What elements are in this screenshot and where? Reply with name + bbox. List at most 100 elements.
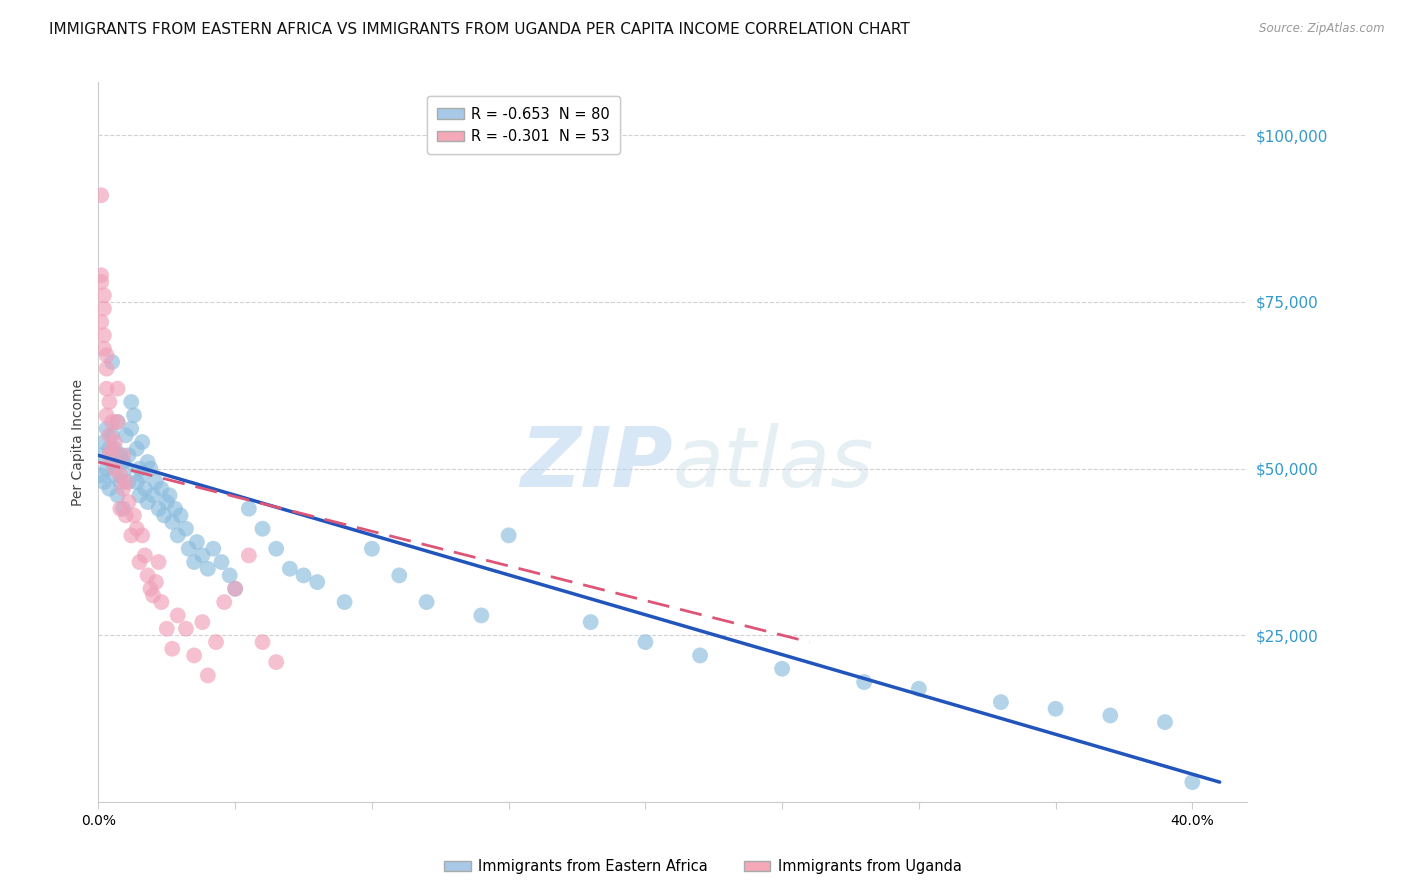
Point bbox=[388, 568, 411, 582]
Point bbox=[159, 488, 181, 502]
Point bbox=[148, 555, 170, 569]
Point bbox=[307, 575, 329, 590]
Point bbox=[174, 522, 197, 536]
Point bbox=[90, 188, 112, 202]
Point bbox=[156, 495, 179, 509]
Point bbox=[114, 428, 136, 442]
Point bbox=[90, 448, 112, 462]
Point bbox=[770, 662, 793, 676]
Point bbox=[93, 475, 115, 489]
Text: ZIP: ZIP bbox=[520, 423, 672, 504]
Point bbox=[131, 468, 153, 483]
Point bbox=[252, 522, 274, 536]
Point bbox=[128, 555, 150, 569]
Point bbox=[96, 348, 118, 362]
Point bbox=[145, 575, 167, 590]
Point bbox=[142, 488, 165, 502]
Point bbox=[163, 501, 186, 516]
Point bbox=[134, 482, 156, 496]
Legend: Immigrants from Eastern Africa, Immigrants from Uganda: Immigrants from Eastern Africa, Immigran… bbox=[439, 854, 967, 880]
Point bbox=[166, 528, 188, 542]
Point bbox=[1099, 708, 1122, 723]
Point bbox=[114, 475, 136, 489]
Point bbox=[110, 448, 132, 462]
Point bbox=[183, 555, 205, 569]
Point bbox=[153, 508, 176, 523]
Point bbox=[145, 475, 167, 489]
Point bbox=[110, 468, 132, 483]
Text: IMMIGRANTS FROM EASTERN AFRICA VS IMMIGRANTS FROM UGANDA PER CAPITA INCOME CORRE: IMMIGRANTS FROM EASTERN AFRICA VS IMMIGR… bbox=[49, 22, 910, 37]
Point bbox=[634, 635, 657, 649]
Point bbox=[104, 442, 127, 456]
Point bbox=[120, 528, 142, 542]
Point bbox=[197, 668, 219, 682]
Point bbox=[1045, 702, 1067, 716]
Point bbox=[101, 355, 124, 369]
Y-axis label: Per Capita Income: Per Capita Income bbox=[72, 378, 86, 506]
Point bbox=[96, 409, 118, 423]
Point bbox=[238, 501, 260, 516]
Legend: R = -0.653  N = 80, R = -0.301  N = 53: R = -0.653 N = 80, R = -0.301 N = 53 bbox=[427, 96, 620, 154]
Text: atlas: atlas bbox=[672, 423, 875, 504]
Point bbox=[238, 549, 260, 563]
Point bbox=[104, 461, 127, 475]
Point bbox=[117, 448, 139, 462]
Point bbox=[197, 562, 219, 576]
Point bbox=[224, 582, 246, 596]
Point bbox=[156, 622, 179, 636]
Point bbox=[101, 455, 124, 469]
Point bbox=[205, 635, 228, 649]
Point bbox=[689, 648, 711, 663]
Point bbox=[107, 382, 129, 396]
Point bbox=[93, 288, 115, 302]
Point bbox=[139, 461, 162, 475]
Point bbox=[93, 342, 115, 356]
Point bbox=[93, 328, 115, 343]
Point bbox=[120, 422, 142, 436]
Point bbox=[264, 655, 287, 669]
Point bbox=[470, 608, 492, 623]
Point bbox=[212, 595, 235, 609]
Point bbox=[292, 568, 315, 582]
Point bbox=[98, 448, 121, 462]
Point bbox=[101, 442, 124, 456]
Point bbox=[183, 648, 205, 663]
Point bbox=[150, 595, 173, 609]
Point bbox=[112, 482, 135, 496]
Point bbox=[131, 435, 153, 450]
Point bbox=[136, 455, 159, 469]
Point bbox=[107, 488, 129, 502]
Point bbox=[101, 428, 124, 442]
Point bbox=[224, 582, 246, 596]
Point bbox=[191, 549, 214, 563]
Text: Source: ZipAtlas.com: Source: ZipAtlas.com bbox=[1260, 22, 1385, 36]
Point bbox=[96, 461, 118, 475]
Point bbox=[96, 382, 118, 396]
Point bbox=[908, 681, 931, 696]
Point bbox=[177, 541, 200, 556]
Point bbox=[162, 641, 184, 656]
Point bbox=[186, 535, 208, 549]
Point bbox=[122, 508, 145, 523]
Point bbox=[162, 515, 184, 529]
Point bbox=[218, 568, 240, 582]
Point bbox=[125, 442, 148, 456]
Point bbox=[98, 482, 121, 496]
Point bbox=[120, 395, 142, 409]
Point bbox=[101, 415, 124, 429]
Point bbox=[98, 442, 121, 456]
Point bbox=[579, 615, 602, 629]
Point bbox=[333, 595, 356, 609]
Point bbox=[142, 588, 165, 602]
Point bbox=[93, 435, 115, 450]
Point bbox=[96, 361, 118, 376]
Point bbox=[117, 495, 139, 509]
Point bbox=[90, 468, 112, 483]
Point bbox=[128, 461, 150, 475]
Point bbox=[98, 428, 121, 442]
Point bbox=[125, 522, 148, 536]
Point bbox=[98, 395, 121, 409]
Point bbox=[110, 475, 132, 489]
Point bbox=[104, 435, 127, 450]
Point bbox=[90, 275, 112, 289]
